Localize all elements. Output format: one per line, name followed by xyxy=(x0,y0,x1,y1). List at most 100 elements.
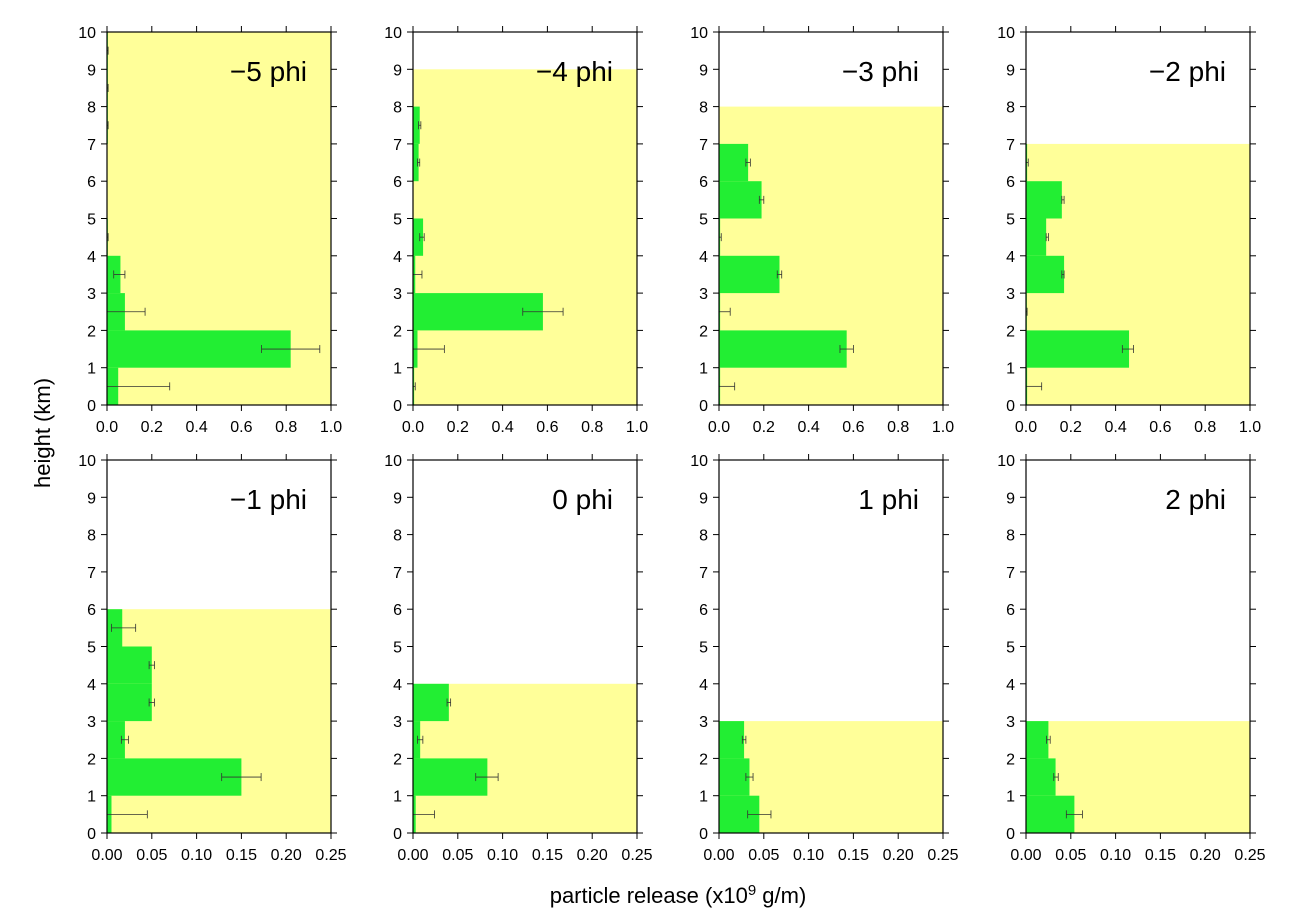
panel-8: 0 1 2 3 4 5 6 7 8 9 10 0.00 0.05 0.10 0.15 0.20 0.25 2 ph… xyxy=(997,453,1265,864)
y-tick-label-4: 4 xyxy=(699,677,708,694)
x-tick-label-2: 0.10 xyxy=(487,847,518,864)
y-tick-label-3: 3 xyxy=(1006,714,1015,731)
panel-4: 0 1 2 3 4 5 6 7 8 9 10 0.0 0.2 0.4 0.6 0.8 1.0 −2 phi xyxy=(997,25,1261,436)
y-tick-label-6: 6 xyxy=(87,174,96,191)
y-tick-label-1: 1 xyxy=(87,789,96,806)
y-tick-label-10: 10 xyxy=(997,453,1015,470)
x-tick-label-3: 0.6 xyxy=(842,419,864,436)
x-tick-label-1: 0.2 xyxy=(447,419,469,436)
y-tick-label-9: 9 xyxy=(87,490,96,507)
y-tick-label-0: 0 xyxy=(393,398,402,415)
y-tick-label-6: 6 xyxy=(1006,174,1015,191)
y-axis-title: height (km) xyxy=(30,378,55,488)
y-tick-label-1: 1 xyxy=(1006,361,1015,378)
bar-6 xyxy=(413,143,419,182)
x-tick-label-0: 0.0 xyxy=(708,419,730,436)
y-tick-label-0: 0 xyxy=(699,398,708,415)
y-tick-label-0: 0 xyxy=(87,398,96,415)
x-tick-label-5: 0.25 xyxy=(315,847,346,864)
y-tick-label-2: 2 xyxy=(1006,751,1015,768)
bar-3 xyxy=(107,683,152,722)
x-tick-label-5: 0.25 xyxy=(621,847,652,864)
y-tick-label-9: 9 xyxy=(699,490,708,507)
y-tick-label-4: 4 xyxy=(87,249,96,266)
y-tick-label-9: 9 xyxy=(393,62,402,79)
y-tick-label-7: 7 xyxy=(699,565,708,582)
y-tick-label-8: 8 xyxy=(393,528,402,545)
x-tick-label-2: 0.4 xyxy=(185,419,207,436)
x-axis-title: particle release (x109 g/m) xyxy=(550,882,807,908)
y-tick-label-7: 7 xyxy=(1006,137,1015,154)
x-tick-label-3: 0.6 xyxy=(230,419,252,436)
x-tick-label-5: 1.0 xyxy=(1239,419,1261,436)
x-tick-label-2: 0.10 xyxy=(181,847,212,864)
bar-1 xyxy=(1026,330,1130,368)
y-tick-label-3: 3 xyxy=(699,714,708,731)
x-tick-label-1: 0.2 xyxy=(753,419,775,436)
y-tick-label-3: 3 xyxy=(1006,286,1015,303)
x-tick-label-1: 0.05 xyxy=(442,847,473,864)
bar-7 xyxy=(413,106,420,144)
panel-1: 0 1 2 3 4 5 6 7 8 9 10 0.0 0.2 0.4 0.6 0.8 1.0 −5 phi xyxy=(78,25,342,436)
bar-2 xyxy=(413,721,421,759)
y-tick-label-9: 9 xyxy=(393,490,402,507)
y-tick-label-0: 0 xyxy=(393,826,402,843)
y-tick-label-1: 1 xyxy=(393,361,402,378)
y-tick-label-7: 7 xyxy=(87,565,96,582)
panel-title: −3 phi xyxy=(842,56,919,87)
y-tick-label-0: 0 xyxy=(87,826,96,843)
panel-title: 2 phi xyxy=(1165,484,1226,515)
y-tick-label-3: 3 xyxy=(393,286,402,303)
x-tick-label-1: 0.05 xyxy=(748,847,779,864)
y-tick-label-6: 6 xyxy=(393,174,402,191)
x-tick-label-5: 1.0 xyxy=(932,419,954,436)
x-tick-label-0: 0.00 xyxy=(397,847,428,864)
x-tick-label-5: 0.25 xyxy=(1234,847,1265,864)
y-tick-label-9: 9 xyxy=(1006,490,1015,507)
y-tick-label-4: 4 xyxy=(699,249,708,266)
x-tick-label-4: 0.20 xyxy=(271,847,302,864)
y-tick-label-4: 4 xyxy=(393,249,402,266)
y-tick-label-7: 7 xyxy=(1006,565,1015,582)
y-tick-label-1: 1 xyxy=(87,361,96,378)
y-tick-label-6: 6 xyxy=(393,602,402,619)
x-tick-label-1: 0.05 xyxy=(136,847,167,864)
bar-3 xyxy=(719,255,780,294)
x-tick-label-5: 1.0 xyxy=(626,419,648,436)
y-tick-label-3: 3 xyxy=(87,286,96,303)
y-tick-label-3: 3 xyxy=(87,714,96,731)
y-tick-label-0: 0 xyxy=(699,826,708,843)
panel-7: 0 1 2 3 4 5 6 7 8 9 10 0.00 0.05 0.10 0.15 0.20 0.25 1 ph… xyxy=(690,453,958,864)
x-tick-label-4: 0.8 xyxy=(887,419,909,436)
y-tick-label-4: 4 xyxy=(1006,677,1015,694)
y-tick-label-2: 2 xyxy=(699,751,708,768)
y-tick-label-5: 5 xyxy=(1006,212,1015,229)
y-tick-label-10: 10 xyxy=(384,25,402,42)
panel-title: −1 phi xyxy=(230,484,307,515)
x-tick-label-4: 0.8 xyxy=(1194,419,1216,436)
y-tick-label-5: 5 xyxy=(87,212,96,229)
y-tick-label-8: 8 xyxy=(393,100,402,117)
panel-title: −5 phi xyxy=(230,56,307,87)
y-tick-label-2: 2 xyxy=(87,751,96,768)
x-axis-title-suffix: g/m) xyxy=(756,883,806,908)
y-tick-label-6: 6 xyxy=(699,602,708,619)
x-tick-label-5: 0.25 xyxy=(927,847,958,864)
bar-2 xyxy=(107,721,125,759)
y-tick-label-2: 2 xyxy=(87,323,96,340)
x-tick-label-0: 0.0 xyxy=(96,419,118,436)
panel-3: 0 1 2 3 4 5 6 7 8 9 10 0.0 0.2 0.4 0.6 0.8 1.0 −3 phi xyxy=(690,25,954,436)
bar-1 xyxy=(413,758,488,796)
y-tick-label-3: 3 xyxy=(393,714,402,731)
bar-1 xyxy=(1026,758,1056,796)
x-tick-label-3: 0.15 xyxy=(838,847,869,864)
y-tick-label-9: 9 xyxy=(87,62,96,79)
x-tick-label-3: 0.15 xyxy=(532,847,563,864)
x-axis-title-sup: 9 xyxy=(748,882,756,899)
x-axis-title-prefix: particle release (x10 xyxy=(550,883,748,908)
bar-6 xyxy=(719,143,749,182)
bar-5 xyxy=(719,181,762,219)
y-tick-label-6: 6 xyxy=(87,602,96,619)
panel-title: −2 phi xyxy=(1149,56,1226,87)
